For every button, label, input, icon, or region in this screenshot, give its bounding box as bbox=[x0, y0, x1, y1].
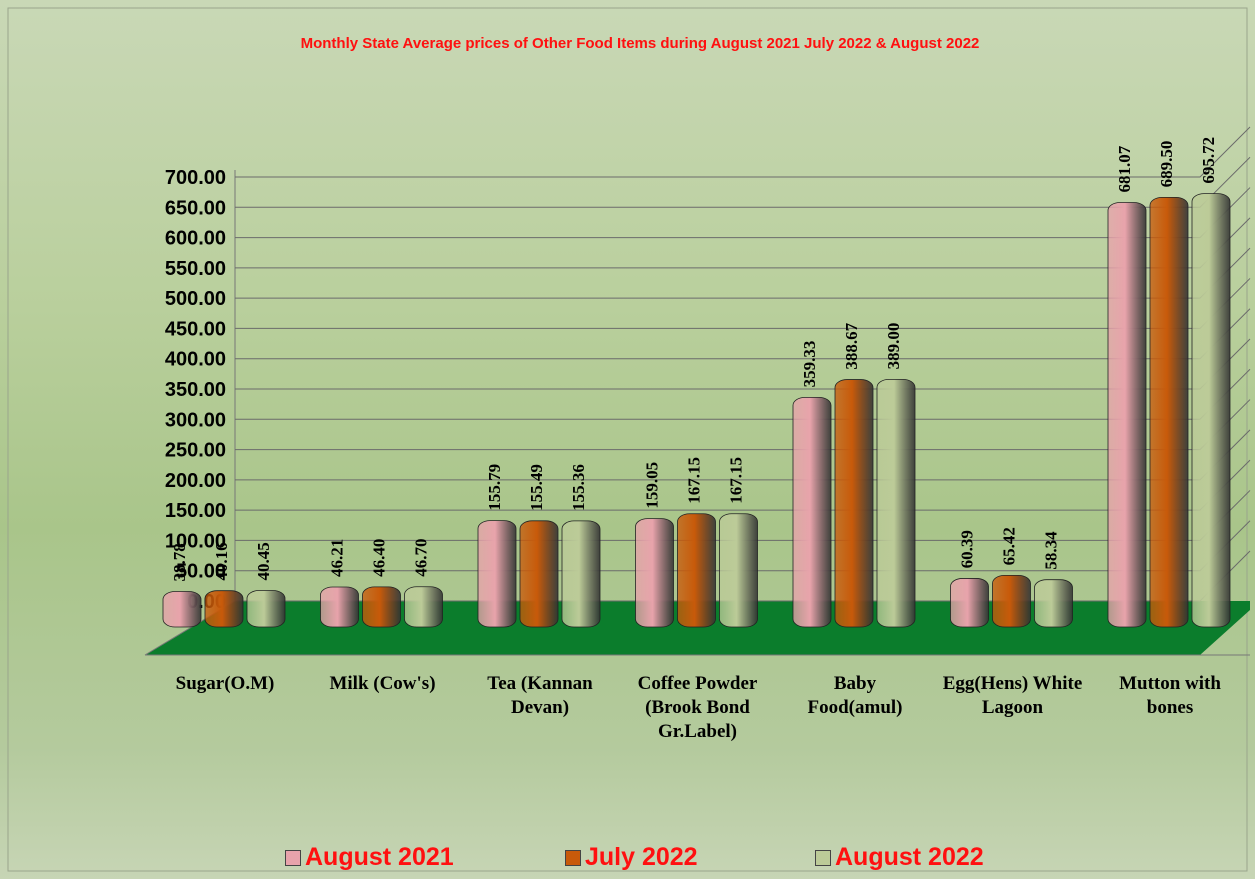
y-tick-label: 50.00 bbox=[176, 561, 226, 583]
data-label: 359.33 bbox=[800, 341, 819, 388]
data-label: 40.45 bbox=[254, 542, 273, 580]
x-tick-label: Coffee Powder (Brook Bond Gr.Label) bbox=[637, 673, 758, 742]
y-tick-label: 700.00 bbox=[165, 167, 226, 189]
data-label: 155.79 bbox=[485, 464, 504, 511]
y-tick-label: 550.00 bbox=[165, 258, 226, 280]
bar bbox=[635, 518, 674, 628]
data-label: 46.40 bbox=[370, 539, 389, 577]
legend-label: August 2021 bbox=[305, 843, 454, 871]
bar bbox=[950, 578, 989, 628]
bar bbox=[561, 520, 601, 628]
legend-label: July 2022 bbox=[585, 843, 698, 871]
x-tick-label: Tea (Kannan Devan) bbox=[487, 673, 593, 718]
data-label: 46.21 bbox=[328, 539, 347, 577]
data-label: 155.36 bbox=[569, 464, 588, 511]
chart-title: Monthly State Average prices of Other Fo… bbox=[300, 35, 980, 52]
data-label: 60.39 bbox=[958, 530, 977, 568]
bar bbox=[876, 378, 916, 628]
data-label: 58.34 bbox=[1042, 531, 1061, 570]
y-tick-label: 250.00 bbox=[165, 440, 226, 462]
grid-line bbox=[235, 247, 1251, 299]
x-tick-label: Mutton with bones bbox=[1119, 673, 1221, 718]
data-label: 167.15 bbox=[685, 457, 704, 504]
grid-line bbox=[235, 399, 1251, 451]
legend-item: August 2021 bbox=[285, 843, 454, 872]
bar bbox=[162, 591, 202, 628]
data-label: 389.00 bbox=[884, 323, 903, 370]
bar bbox=[1107, 202, 1147, 628]
bar bbox=[1191, 193, 1231, 628]
y-tick-label: 500.00 bbox=[165, 288, 226, 310]
y-tick-label: 300.00 bbox=[165, 409, 226, 431]
grid-line bbox=[235, 156, 1251, 208]
data-label: 695.72 bbox=[1199, 137, 1218, 184]
x-tick-label: Sugar(O.M) bbox=[175, 673, 275, 694]
data-label: 388.67 bbox=[842, 322, 861, 369]
x-tick-label: Baby Food(amul) bbox=[807, 673, 903, 718]
data-label: 46.70 bbox=[412, 538, 431, 576]
bar bbox=[719, 513, 758, 628]
bar bbox=[477, 520, 517, 628]
frame bbox=[7, 7, 1248, 872]
data-label: 159.05 bbox=[643, 462, 662, 509]
x-tick-label: Egg(Hens) White Lagoon bbox=[942, 673, 1083, 718]
data-label: 681.07 bbox=[1115, 145, 1134, 192]
y-tick-label: 450.00 bbox=[165, 318, 226, 340]
y-tick-label: 600.00 bbox=[165, 228, 226, 250]
data-label: 65.42 bbox=[1000, 527, 1019, 565]
data-label: 167.15 bbox=[727, 457, 746, 504]
legend-swatch bbox=[285, 849, 301, 866]
grid-line bbox=[235, 278, 1251, 329]
data-label: 40.16 bbox=[212, 542, 231, 580]
grid-line bbox=[235, 217, 1251, 269]
y-tick-label: 350.00 bbox=[165, 379, 226, 401]
grid-line bbox=[235, 187, 1251, 239]
bar bbox=[246, 590, 286, 628]
y-tick-label: 200.00 bbox=[165, 470, 226, 492]
bar bbox=[362, 586, 401, 628]
legend-label: August 2022 bbox=[835, 843, 984, 871]
legend-swatch bbox=[815, 849, 831, 866]
x-tick-label: Milk (Cow's) bbox=[329, 673, 436, 694]
bar bbox=[1149, 196, 1189, 628]
bar bbox=[404, 586, 443, 628]
bar bbox=[1034, 579, 1073, 628]
bar bbox=[204, 590, 244, 628]
grid-line bbox=[235, 338, 1251, 390]
bar bbox=[792, 396, 832, 628]
grid-line bbox=[235, 308, 1251, 360]
data-label: 689.50 bbox=[1157, 141, 1176, 188]
data-label: 155.49 bbox=[527, 464, 546, 511]
data-label: 38.78 bbox=[170, 543, 189, 581]
bar bbox=[834, 379, 874, 628]
legend-item: August 2022 bbox=[815, 843, 984, 872]
bar bbox=[320, 586, 359, 628]
grid-line bbox=[235, 126, 1251, 178]
y-tick-label: 400.00 bbox=[165, 349, 226, 371]
grid-line bbox=[235, 368, 1251, 420]
bar bbox=[992, 574, 1031, 628]
bar bbox=[677, 513, 716, 628]
y-tick-label: 100.00 bbox=[165, 530, 226, 552]
legend-swatch bbox=[565, 849, 581, 866]
y-tick-label: 150.00 bbox=[165, 500, 226, 522]
y-tick-label: 650.00 bbox=[165, 197, 226, 219]
bar bbox=[519, 520, 559, 628]
legend-item: July 2022 bbox=[565, 843, 698, 872]
